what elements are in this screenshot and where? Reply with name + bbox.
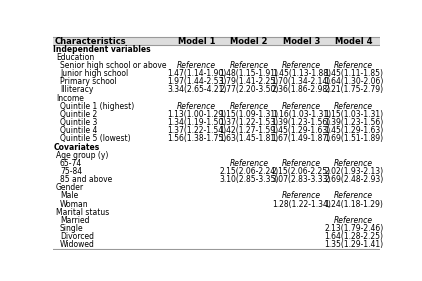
Text: 2.15(2.06-2.24): 2.15(2.06-2.24)	[219, 167, 279, 176]
Text: Reference: Reference	[334, 61, 373, 70]
Text: Quintile 2: Quintile 2	[60, 110, 97, 119]
Text: Quintile 4: Quintile 4	[60, 126, 97, 135]
Text: Married: Married	[60, 216, 89, 225]
Text: Model 2: Model 2	[230, 37, 268, 46]
Text: Illiteracy: Illiteracy	[60, 85, 93, 94]
Text: Gender: Gender	[56, 183, 84, 192]
Text: 1.37(1.22-1.54): 1.37(1.22-1.54)	[167, 126, 226, 135]
Text: 3.07(2.83-3.33): 3.07(2.83-3.33)	[272, 175, 331, 184]
Text: 1.15(1.09-1.31): 1.15(1.09-1.31)	[219, 110, 279, 119]
Text: 2.02(1.93-2.13): 2.02(1.93-2.13)	[324, 167, 383, 176]
Text: Model 3: Model 3	[283, 37, 320, 46]
Text: Reference: Reference	[334, 159, 373, 168]
Text: 3.10(2.85-3.35): 3.10(2.85-3.35)	[219, 175, 279, 184]
Text: Reference: Reference	[282, 61, 321, 70]
Text: 75-84: 75-84	[60, 167, 82, 176]
Text: 3.34(2.65-4.21): 3.34(2.65-4.21)	[167, 85, 226, 94]
Text: Reference: Reference	[282, 191, 321, 201]
Text: Reference: Reference	[230, 102, 268, 111]
Text: Quintile 5 (lowest): Quintile 5 (lowest)	[60, 134, 130, 143]
Text: 1.13(1.00-1.29): 1.13(1.00-1.29)	[167, 110, 226, 119]
Text: Widowed: Widowed	[60, 241, 95, 250]
Text: Reference: Reference	[282, 102, 321, 111]
Text: 1.97(1.44-2.53): 1.97(1.44-2.53)	[167, 77, 226, 86]
Text: Reference: Reference	[177, 102, 216, 111]
Text: 1.45(1.29-1.63): 1.45(1.29-1.63)	[272, 126, 331, 135]
Text: Quintile 3: Quintile 3	[60, 118, 97, 127]
Text: Reference: Reference	[230, 159, 268, 168]
Text: 1.48(1.15-1.91): 1.48(1.15-1.91)	[219, 69, 279, 78]
Text: 1.24(1.18-1.29): 1.24(1.18-1.29)	[324, 200, 383, 209]
Text: 85 and above: 85 and above	[60, 175, 112, 184]
Text: 1.56(1.38-1.75): 1.56(1.38-1.75)	[167, 134, 226, 143]
Text: Woman: Woman	[60, 200, 89, 209]
Text: Primary school: Primary school	[60, 77, 117, 86]
Text: Reference: Reference	[230, 61, 268, 70]
Text: Reference: Reference	[282, 159, 321, 168]
Text: 1.70(1.34-2.14): 1.70(1.34-2.14)	[272, 77, 331, 86]
Text: 1.69(1.51-1.89): 1.69(1.51-1.89)	[324, 134, 383, 143]
Text: Education: Education	[56, 53, 94, 62]
Text: 1.45(1.13-1.88): 1.45(1.13-1.88)	[272, 69, 331, 78]
Text: 1.67(1.49-1.87): 1.67(1.49-1.87)	[272, 134, 331, 143]
Text: Senior high school or above: Senior high school or above	[60, 61, 166, 70]
Text: 1.63(1.45-1.81): 1.63(1.45-1.81)	[219, 134, 279, 143]
Text: 1.64(1.28-2.25): 1.64(1.28-2.25)	[324, 232, 383, 241]
Text: Income: Income	[56, 94, 84, 103]
Text: Junior high school: Junior high school	[60, 69, 128, 78]
Text: Covariates: Covariates	[54, 142, 100, 151]
Text: Quintile 1 (highest): Quintile 1 (highest)	[60, 102, 134, 111]
Text: 2.13(1.79-2.46): 2.13(1.79-2.46)	[324, 224, 383, 233]
Text: Age group (y): Age group (y)	[56, 151, 108, 160]
Text: Characteristics: Characteristics	[54, 37, 126, 46]
Text: 1.39(1.23-1.56): 1.39(1.23-1.56)	[272, 118, 331, 127]
Text: 2.21(1.75-2.79): 2.21(1.75-2.79)	[324, 85, 383, 94]
Text: Reference: Reference	[334, 191, 373, 201]
Text: 1.28(1.22-1.34): 1.28(1.22-1.34)	[272, 200, 331, 209]
Text: 2.15(2.06-2.25): 2.15(2.06-2.25)	[272, 167, 331, 176]
Text: Model 4: Model 4	[335, 37, 372, 46]
Text: 1.16(1.03-1.31): 1.16(1.03-1.31)	[272, 110, 331, 119]
Text: Divorced: Divorced	[60, 232, 94, 241]
Text: 1.37(1.22-1.53): 1.37(1.22-1.53)	[219, 118, 279, 127]
Text: 1.42(1.27-1.59): 1.42(1.27-1.59)	[219, 126, 279, 135]
Text: Reference: Reference	[177, 61, 216, 70]
Text: 2.69(2.48-2.93): 2.69(2.48-2.93)	[324, 175, 383, 184]
Text: 1.45(1.11-1.85): 1.45(1.11-1.85)	[324, 69, 383, 78]
Text: Model 1: Model 1	[178, 37, 215, 46]
Text: 1.47(1.14-1.90): 1.47(1.14-1.90)	[167, 69, 226, 78]
Text: 1.39(1.23-1.56): 1.39(1.23-1.56)	[324, 118, 383, 127]
Text: Single: Single	[60, 224, 84, 233]
Text: Male: Male	[60, 191, 78, 201]
Text: 65-74: 65-74	[60, 159, 82, 168]
Text: 1.35(1.29-1.41): 1.35(1.29-1.41)	[324, 241, 383, 250]
Text: 1.64(1.30-2.06): 1.64(1.30-2.06)	[324, 77, 383, 86]
Text: Reference: Reference	[334, 216, 373, 225]
Text: 2.36(1.86-2.98): 2.36(1.86-2.98)	[272, 85, 331, 94]
Text: 1.79(1.41-2.25): 1.79(1.41-2.25)	[219, 77, 279, 86]
Text: 1.45(1.29-1.63): 1.45(1.29-1.63)	[324, 126, 383, 135]
Text: 2.77(2.20-3.50): 2.77(2.20-3.50)	[219, 85, 279, 94]
Bar	[53, 37, 380, 45]
Text: Reference: Reference	[334, 102, 373, 111]
Text: 1.34(1.19-1.50): 1.34(1.19-1.50)	[167, 118, 226, 127]
Text: Independent variables: Independent variables	[54, 45, 151, 54]
Text: Marital status: Marital status	[56, 208, 109, 217]
Text: 1.15(1.03-1.31): 1.15(1.03-1.31)	[324, 110, 383, 119]
